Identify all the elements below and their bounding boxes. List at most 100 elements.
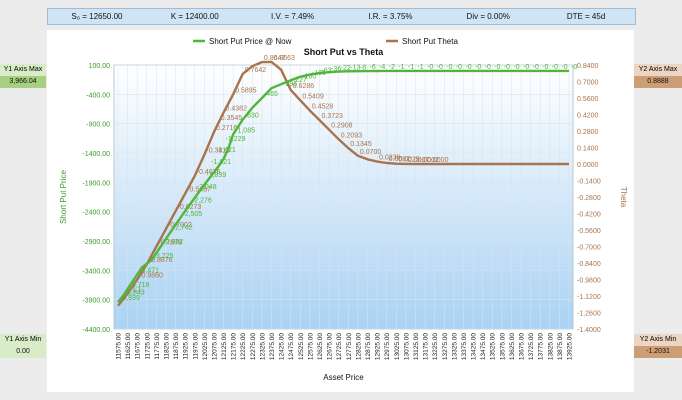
y1-axis-max-label: Y1 Axis Max [3, 66, 43, 73]
x-tick-label: 11625.00 [125, 333, 132, 360]
price-data-label: -6 [369, 64, 375, 71]
x-tick-label: 11925.00 [183, 333, 190, 360]
price-data-label: -0 [504, 64, 510, 71]
x-tick-label: 12425.00 [279, 333, 286, 360]
y1-axis-max-value[interactable]: 3,966.04 [0, 76, 46, 88]
y2-tick-label: 0.2800 [577, 129, 599, 136]
x-tick-label: 11575.00 [116, 333, 123, 360]
price-data-label: -0 [552, 64, 558, 71]
theta-data-label: -0.7679 [158, 240, 182, 247]
x-tick-label: 13575.00 [499, 333, 506, 360]
theta-data-label: 0.7642 [245, 67, 267, 74]
price-data-label: -1 [408, 64, 414, 71]
y1-axis-min[interactable]: Y1 Axis Min 0.00 [0, 334, 46, 358]
x-tick-label: 12975.00 [384, 333, 391, 360]
y2-tick-label: 0.8400 [577, 63, 599, 70]
price-data-label: -36 [331, 66, 341, 73]
price-data-label: -101 [312, 70, 326, 77]
price-data-label: -0 [437, 64, 443, 71]
y1-axis-max[interactable]: Y1 Axis Max 3,966.04 [0, 64, 46, 88]
price-data-label: -0 [485, 64, 491, 71]
theta-data-label: 0.8663 [274, 55, 296, 62]
price-data-label: -2 [389, 64, 395, 71]
price-data-label: -0 [513, 64, 519, 71]
x-tick-label: 13775.00 [538, 333, 545, 360]
x-tick-label: 13525.00 [490, 333, 497, 360]
y1-axis-min-label: Y1 Axis Min [4, 336, 42, 343]
x-tick-label: 11825.00 [163, 333, 170, 360]
strike-price: K = 12400.00 [170, 12, 219, 21]
theta-data-label: -0.9860 [139, 273, 163, 280]
price-data-label: -160 [302, 73, 316, 80]
theta-data-label: -1.1 [130, 287, 142, 294]
theta-data-label: 0.0000 [427, 157, 449, 164]
theta-data-label: -0.4676 [197, 169, 221, 176]
y2-tick-label: 0.0000 [577, 162, 599, 169]
price-data-label: -2,982 [163, 239, 183, 246]
theta-data-label: 0.2908 [331, 123, 353, 130]
y1-tick-label: -4400.00 [82, 327, 110, 334]
price-data-label: -0 [427, 64, 433, 71]
y2-tick-label: -0.7000 [577, 245, 601, 252]
x-tick-label: 12825.00 [355, 333, 362, 360]
legend-label-theta: Short Put Theta [402, 37, 458, 46]
x-tick-label: 13325.00 [451, 333, 458, 360]
price-data-label: -296 [283, 81, 297, 88]
interest-rate: I.R. = 3.75% [368, 12, 413, 21]
theta-data-label: -0.3815 [206, 148, 230, 155]
x-tick-label: 13925.00 [567, 333, 574, 360]
x-tick-label: 12675.00 [327, 333, 334, 360]
x-tick-label: 12475.00 [288, 333, 295, 360]
x-tick-label: 13625.00 [509, 333, 516, 360]
y2-axis-max-label: Y2 Axis Max [638, 66, 678, 73]
theta-series-line [117, 60, 569, 307]
price-data-label: -8 [360, 64, 366, 71]
theta-data-label: 0.6286 [293, 83, 315, 90]
y2-tick-label: 0.5600 [577, 96, 599, 103]
price-data-label: -3,939 [120, 295, 140, 302]
theta-data-label: 0.5895 [235, 88, 257, 95]
x-tick-label: 13075.00 [403, 333, 410, 360]
price-data-label: -1 [398, 64, 404, 71]
x-tick-label: 13375.00 [461, 333, 468, 360]
x-tick-label: 13175.00 [423, 333, 430, 360]
x-tick-label: 12025.00 [202, 333, 209, 360]
price-data-label: -3,471 [139, 267, 159, 274]
y2-axis-min-value[interactable]: -1.2031 [634, 346, 682, 358]
y2-tick-label: -1.2600 [577, 311, 601, 318]
y1-axis-min-value[interactable]: 0.00 [0, 346, 46, 358]
theta-data-label: 0.3545 [221, 115, 243, 122]
price-data-label: -465 [264, 91, 278, 98]
legend-label-price: Short Put Price @ Now [209, 37, 292, 46]
x-tick-label: 12175.00 [231, 333, 238, 360]
theta-data-label: 0.4382 [226, 105, 248, 112]
price-data-label: -22 [341, 65, 351, 72]
x-tick-label: 11975.00 [192, 333, 199, 360]
y2-tick-label: 0.4200 [577, 113, 599, 120]
x-tick-label: 12325.00 [259, 333, 266, 360]
x-tick-label: 11775.00 [154, 333, 161, 360]
x-axis-title: Asset Price [323, 373, 364, 382]
y1-tick-label: -900.00 [86, 122, 110, 129]
y1-tick-label: -3400.00 [82, 268, 110, 275]
x-tick-label: 12125.00 [221, 333, 228, 360]
price-series-line [117, 69, 569, 303]
theta-data-label: -0.7002 [168, 222, 192, 229]
theta-data-label: 0.2093 [341, 132, 363, 139]
theta-data-label: 0.1345 [350, 141, 372, 148]
y2-axis-max[interactable]: Y2 Axis Max 0.8888 [634, 64, 682, 88]
y2-axis-max-value[interactable]: 0.8888 [634, 76, 682, 88]
theta-data-label: 0.0002 [417, 157, 439, 164]
y2-tick-label: -0.9800 [577, 278, 601, 285]
y2-axis-min[interactable]: Y2 Axis Min -1.2031 [634, 334, 682, 358]
x-tick-label: 13125.00 [413, 333, 420, 360]
theta-data-label: 0.8647 [264, 55, 286, 62]
parameters-bar: S₀ = 12650.00 K = 12400.00 I.V. = 7.49% … [47, 8, 636, 25]
x-tick-label: 13025.00 [394, 333, 401, 360]
y1-tick-label: -2400.00 [82, 210, 110, 217]
x-tick-label: 12625.00 [317, 333, 324, 360]
x-tick-label: 12775.00 [346, 333, 353, 360]
x-tick-label: 12875.00 [365, 333, 372, 360]
y2-tick-label: -1.4000 [577, 327, 601, 334]
x-tick-label: 11875.00 [173, 333, 180, 360]
